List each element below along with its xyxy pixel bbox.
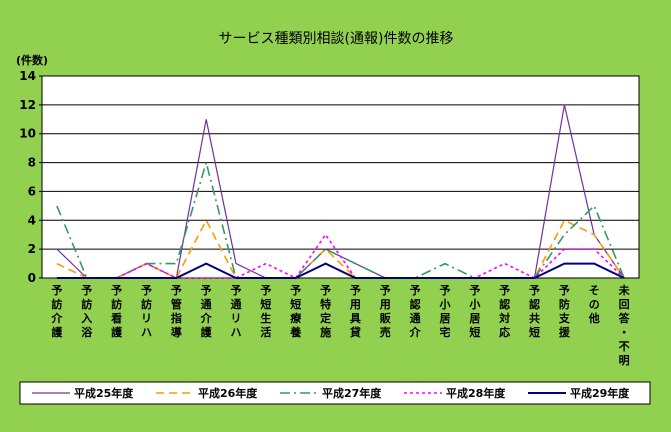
y-tick-8: 8 xyxy=(28,156,36,170)
x-tick-label: 予用具貸 xyxy=(349,284,361,339)
x-tick-label: 予小居宅 xyxy=(438,284,450,339)
legend-label-3: 平成27年度 xyxy=(322,386,382,400)
y-tick-labels: 0 2 4 6 8 10 12 14 xyxy=(19,69,36,285)
x-tick-label: 予用販売 xyxy=(380,284,392,339)
legend-label-4: 平成28年度 xyxy=(446,386,506,400)
y-tick-6: 6 xyxy=(28,184,36,198)
x-tick-label: 予小居短 xyxy=(468,284,480,339)
x-tick-label: 予認通介 xyxy=(409,284,422,339)
series-line-5 xyxy=(56,262,625,279)
series-lines xyxy=(56,104,625,280)
x-tick-label: 予認共短 xyxy=(529,284,540,339)
series-line-3 xyxy=(56,159,625,279)
x-tick-label: 予訪介護 xyxy=(50,284,63,339)
y-axis-unit-label: (件数) xyxy=(16,53,48,67)
x-tick-label: 予短療養 xyxy=(290,284,302,339)
plot-area xyxy=(41,75,640,279)
x-tick-label: 未回答・不明 xyxy=(618,283,631,367)
legend-label-1: 平成25年度 xyxy=(74,386,134,400)
chart-title: サービス種類別相談(通報)件数の推移 xyxy=(219,31,454,47)
legend-label-5: 平成29年度 xyxy=(570,386,630,400)
x-tick-label: 予通介護 xyxy=(200,284,213,339)
y-tick-4: 4 xyxy=(28,213,36,227)
x-tick-label: 予認対応 xyxy=(498,284,510,339)
x-tick-label: 予訪看護 xyxy=(111,284,123,339)
y-tick-2: 2 xyxy=(28,242,36,256)
y-tick-14: 14 xyxy=(19,69,36,83)
x-tick-label: 予訪リハ xyxy=(141,284,152,339)
y-tick-10: 10 xyxy=(19,127,36,141)
legend-box xyxy=(19,381,651,405)
x-tick-label: 予訪入浴 xyxy=(81,284,93,339)
y-tick-0: 0 xyxy=(28,271,36,285)
x-tick-label: その他 xyxy=(588,284,600,325)
x-tick-labels: 予訪介護 予訪入浴 予訪看護 予訪リハ 予管指導 予通介護 予通リハ 予短生活 予短療養 予特定施… xyxy=(50,283,630,367)
x-tick-label: 予短生活 xyxy=(260,284,271,339)
series-line-4 xyxy=(56,233,625,280)
legend: 平成25年度 平成26年度 平成27年度 平成28年度 平成29年度 xyxy=(32,386,630,400)
x-tick-label: 予通リハ xyxy=(231,284,242,339)
legend-label-2: 平成26年度 xyxy=(198,386,258,400)
x-tick-label: 予管指導 xyxy=(171,284,182,339)
x-tick-label: 予特定施 xyxy=(320,284,331,339)
y-tick-12: 12 xyxy=(19,98,36,112)
x-tick-label: 予防支援 xyxy=(558,284,571,339)
